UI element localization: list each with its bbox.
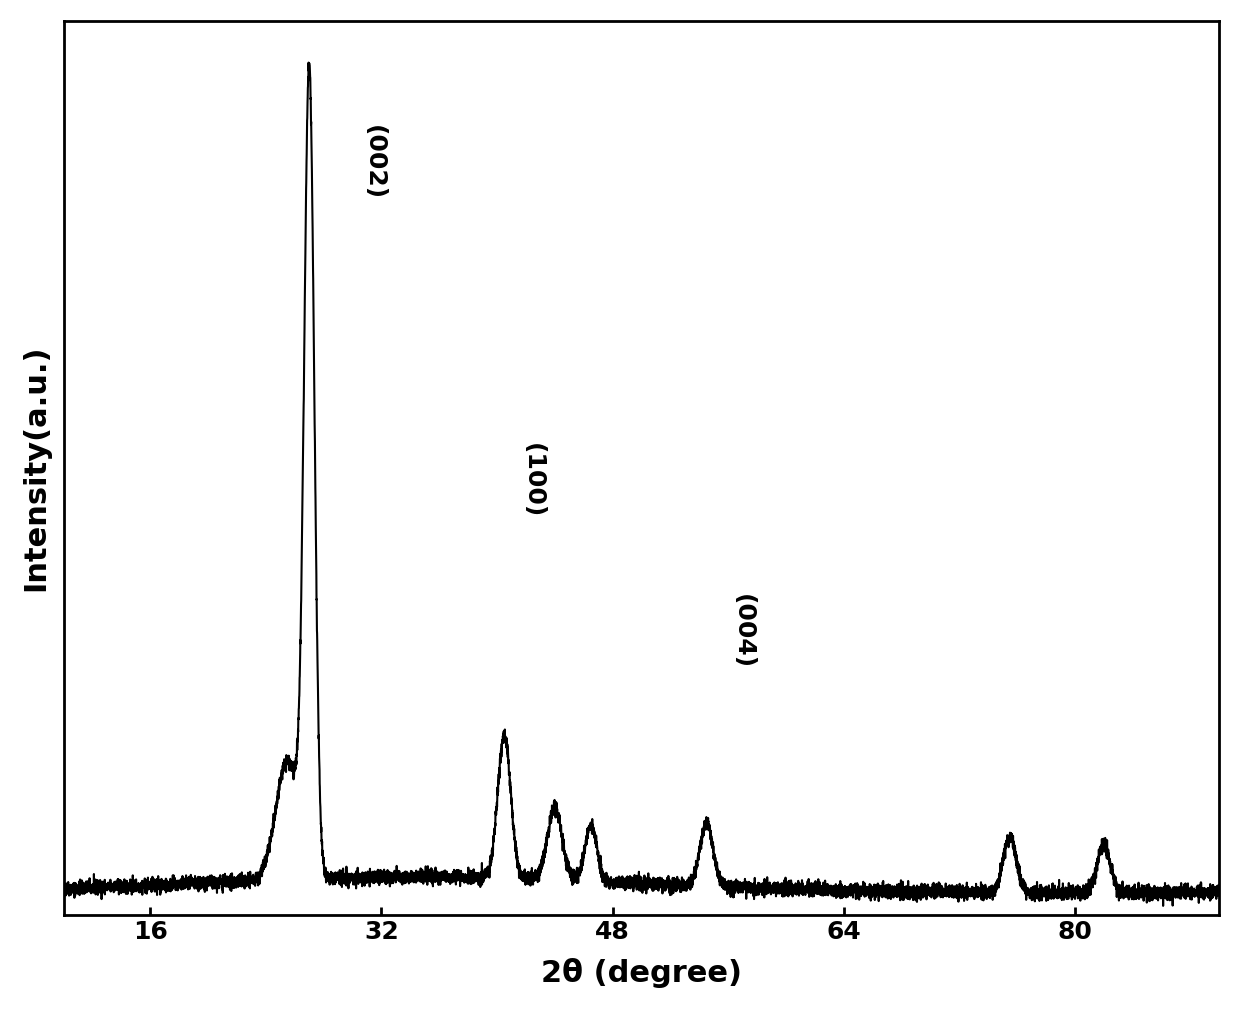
Y-axis label: Intensity(a.u.): Intensity(a.u.) (21, 345, 50, 591)
Text: (002): (002) (362, 125, 386, 201)
Text: (004): (004) (730, 593, 755, 669)
Text: (100): (100) (521, 443, 546, 519)
X-axis label: 2θ (degree): 2θ (degree) (541, 959, 742, 988)
